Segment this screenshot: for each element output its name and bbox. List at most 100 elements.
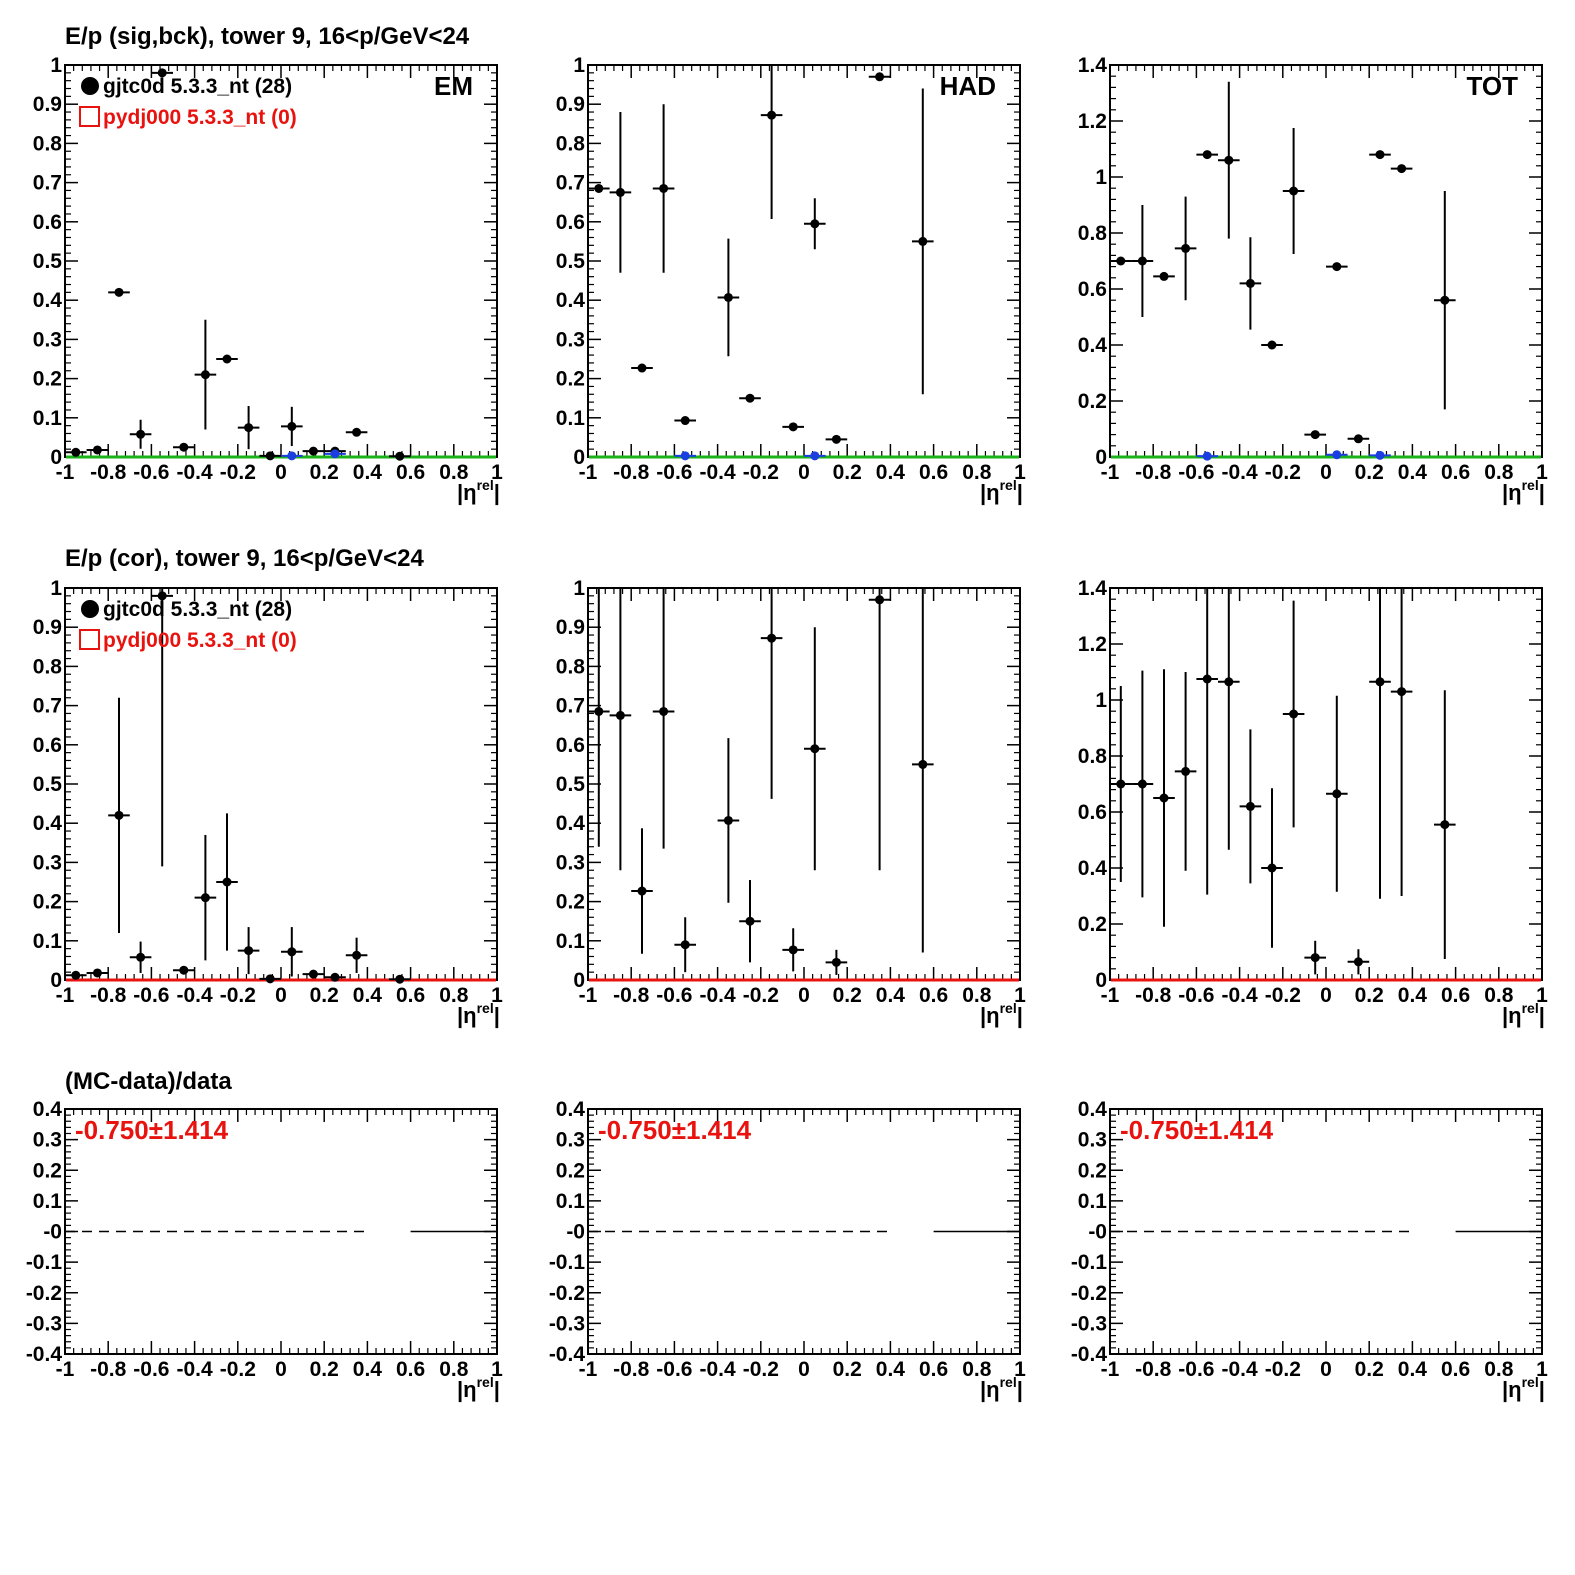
x-tick-label: -0.8 — [613, 1358, 650, 1381]
x-axis-title-close: | — [1539, 1377, 1545, 1402]
y-tick-label: 0.7 — [33, 172, 62, 195]
data-point — [1245, 801, 1255, 811]
data-point — [659, 183, 669, 193]
x-axis-title-sup: rel — [1522, 1000, 1539, 1016]
data-point — [71, 970, 81, 980]
x-tick-label: -0.4 — [1222, 984, 1259, 1007]
x-tick-label: -0.2 — [743, 984, 779, 1007]
x-tick-label: 0.2 — [833, 1358, 862, 1381]
y-tick-label: 0 — [50, 969, 62, 992]
x-tick-label: 0.4 — [1398, 461, 1428, 484]
data-point — [1397, 687, 1407, 697]
x-tick-label: 0 — [798, 461, 810, 484]
y-tick-label: 1.4 — [1078, 577, 1108, 600]
y-tick-label: 0.2 — [33, 368, 62, 391]
data-point — [788, 945, 798, 955]
data-point — [1224, 677, 1234, 687]
data-point — [1159, 793, 1169, 803]
panel-em_ratio: -1 -0.8 -0.6 -0.4 -0.2 0 0.2 0.4 0.6 0.8 1 -0.4 -0.3… — [26, 1098, 503, 1402]
y-tick-label: 0.1 — [33, 1190, 63, 1213]
data-point — [1440, 820, 1450, 830]
panel-em_cor: -1 -0.8 -0.6 -0.4 -0.2 0 0.2 0.4 0.6 0.8 1 0 0.1 0.2 0… — [33, 577, 503, 1028]
x-axis-title-sup: rel — [1000, 1000, 1017, 1016]
x-tick-label: -1 — [1101, 461, 1120, 484]
plot-frame — [1109, 64, 1543, 458]
background-point — [1375, 450, 1385, 460]
data-point — [594, 706, 604, 716]
data-point — [810, 744, 820, 754]
x-tick-label: -0.4 — [177, 984, 214, 1007]
data-point — [136, 952, 146, 962]
panels-group: -1 -0.8 -0.6 -0.4 -0.2 0 0.2 0.4 0.6 0.8 1 0 0.1 0.2 0… — [26, 54, 1548, 1402]
y-tick-label: 0.1 — [1078, 1190, 1108, 1213]
x-tick-label: -0.4 — [1222, 1358, 1259, 1381]
y-tick-label: 0.2 — [556, 368, 585, 391]
x-axis-title-main: |η — [457, 480, 477, 505]
y-tick-label: 0.4 — [33, 289, 63, 312]
x-axis-title-close: | — [494, 1377, 500, 1402]
x-axis-title-close: | — [1017, 1003, 1023, 1028]
y-tick-label: 1.4 — [1078, 54, 1108, 77]
y-tick-label: -0.2 — [26, 1282, 62, 1305]
background-point — [810, 451, 820, 461]
data-point — [287, 421, 297, 431]
data-point — [244, 946, 254, 956]
x-axis-title-close: | — [1539, 480, 1545, 505]
y-tick-label: 0.3 — [556, 1129, 585, 1152]
x-tick-label: -0.2 — [743, 461, 779, 484]
y-tick-label: 0.3 — [1078, 1129, 1107, 1152]
y-tick-label: 0.6 — [556, 734, 585, 757]
x-tick-label: -0.4 — [700, 461, 737, 484]
y-tick-label: 0.4 — [556, 812, 586, 835]
panel-label: EM — [434, 71, 473, 101]
data-point — [875, 595, 885, 605]
x-tick-label: -0.4 — [177, 461, 214, 484]
data-point — [918, 759, 928, 769]
x-tick-label: 0 — [1320, 984, 1332, 1007]
x-tick-label: -0.2 — [1265, 984, 1301, 1007]
y-tick-label: 0 — [1095, 446, 1107, 469]
data-point — [352, 427, 362, 437]
x-axis-title-sup: rel — [477, 477, 494, 493]
y-tick-label: -0.3 — [549, 1312, 585, 1335]
y-tick-label: -0 — [43, 1221, 62, 1244]
y-tick-label: 0.3 — [33, 1129, 62, 1152]
background-point — [330, 449, 340, 459]
y-tick-label: 0 — [1095, 969, 1107, 992]
x-tick-label: 0.4 — [876, 461, 906, 484]
x-tick-label: 0 — [1320, 1358, 1332, 1381]
y-tick-label: 0.9 — [556, 616, 585, 639]
x-tick-label: -1 — [56, 461, 75, 484]
data-point — [330, 972, 340, 982]
legend-marker-mc — [79, 106, 100, 127]
x-axis-title-close: | — [1539, 1003, 1545, 1028]
x-tick-label: 0.4 — [353, 984, 383, 1007]
y-tick-label: 0.2 — [33, 891, 62, 914]
y-tick-label: 0.7 — [556, 695, 585, 718]
x-tick-label: 0.8 — [1484, 1358, 1514, 1381]
y-tick-label: 0.1 — [556, 407, 586, 430]
x-tick-label: 0.2 — [310, 461, 339, 484]
x-tick-label: -0.6 — [1178, 1358, 1214, 1381]
x-tick-label: 0.4 — [876, 1358, 906, 1381]
x-axis-title: |ηrel| — [1502, 1000, 1545, 1028]
data-point — [1440, 295, 1450, 305]
x-axis-title-sup: rel — [1522, 477, 1539, 493]
y-tick-label: 0.3 — [556, 851, 585, 874]
x-axis-title: |ηrel| — [1502, 1374, 1545, 1402]
x-tick-label: 0.6 — [1441, 461, 1470, 484]
x-tick-label: 0.2 — [310, 984, 339, 1007]
y-tick-label: -0 — [566, 1221, 585, 1244]
x-axis-title-sup: rel — [1000, 477, 1017, 493]
y-tick-label: -0.4 — [1071, 1343, 1108, 1366]
x-tick-label: 0.6 — [396, 984, 425, 1007]
y-tick-label: -0.3 — [1071, 1312, 1107, 1335]
legend-marker-data — [81, 77, 99, 95]
panel-tot_sigbck: -1 -0.8 -0.6 -0.4 -0.2 0 0.2 0.4 0.6 0.8 1 0 0.2 0.4 0… — [1078, 54, 1548, 505]
x-tick-label: 0.6 — [396, 1358, 425, 1381]
y-tick-label: -0.1 — [1071, 1251, 1108, 1274]
y-tick-label: 1 — [1095, 166, 1107, 189]
data-point — [1289, 186, 1299, 196]
y-tick-label: 0.4 — [1078, 334, 1108, 357]
data-point — [745, 393, 755, 403]
